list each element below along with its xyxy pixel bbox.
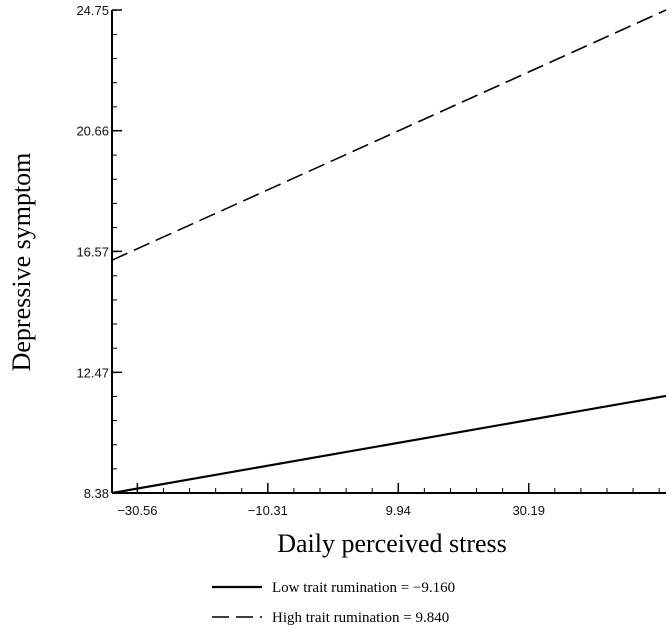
y-axis-title: Depressive symptom	[7, 153, 36, 372]
series-line-high-trait-rumination	[111, 9, 667, 261]
x-tick-label: 9.94	[386, 503, 411, 518]
y-tick-label: 20.66	[76, 124, 109, 139]
y-tick-label: 8.38	[84, 486, 109, 501]
ticks: 8.38 12.47 16.57 20.66 24.75 −30.56 −10.31 9.94…	[76, 3, 660, 518]
x-axis-title: Daily perceived stress	[277, 529, 507, 558]
y-tick-label: 24.75	[76, 3, 109, 18]
legend-label: Low trait rumination = −9.160	[272, 580, 455, 596]
x-tick-label: −10.31	[248, 503, 288, 518]
y-tick-label: 16.57	[76, 244, 109, 259]
legend: Low trait rumination = −9.160 High trait …	[212, 580, 455, 626]
axes	[111, 10, 666, 494]
series-line-low-trait-rumination	[111, 394, 667, 495]
y-tick-label: 12.47	[76, 365, 109, 380]
legend-label: High trait rumination = 9.840	[272, 610, 449, 626]
x-tick-label: 30.19	[512, 503, 545, 518]
x-tick-label: −30.56	[117, 503, 157, 518]
series-lines	[111, 9, 667, 495]
